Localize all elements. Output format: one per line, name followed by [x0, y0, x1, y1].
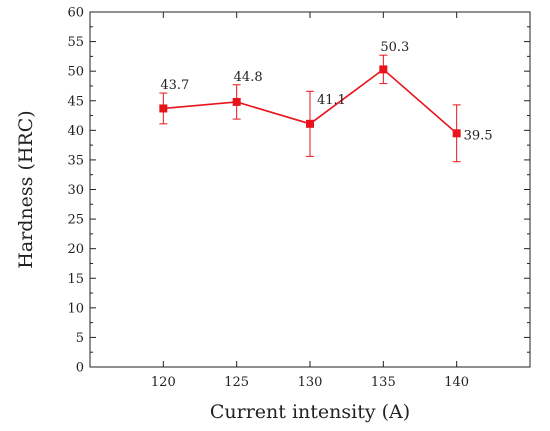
- y-axis-title: Hardness (HRC): [15, 110, 37, 268]
- series-layer: 43.7 44.8 41.1 50.3 39.5: [159, 40, 493, 163]
- data-label: 43.7: [160, 78, 189, 93]
- x-tick-label: 120: [151, 375, 176, 390]
- x-tick-label: 135: [371, 375, 396, 390]
- y-tick-label: 0: [76, 361, 84, 376]
- y-tick-label: 35: [67, 153, 84, 168]
- y-tick-label: 30: [67, 183, 84, 198]
- data-label: 41.1: [317, 93, 346, 108]
- data-point: [159, 104, 168, 113]
- data-point: [306, 119, 314, 128]
- y-tick-label: 45: [67, 94, 84, 109]
- data-label: 44.8: [234, 70, 263, 85]
- y-tick-label: 25: [67, 213, 84, 228]
- y-axis-ticks: 0 5 10 15 20 25 30 35 40 45 50 55 60: [67, 6, 530, 376]
- y-tick-label: 20: [67, 242, 84, 257]
- x-axis-ticks: 120 125 130 135 140: [151, 12, 469, 390]
- y-tick-label: 5: [76, 331, 84, 346]
- data-point: [452, 129, 461, 138]
- x-axis-title: Current intensity (A): [210, 401, 410, 423]
- x-tick-label: 140: [444, 375, 469, 390]
- y-tick-label: 10: [67, 301, 84, 316]
- data-point: [379, 65, 388, 74]
- y-tick-label: 55: [67, 35, 84, 50]
- data-label: 39.5: [464, 128, 493, 143]
- y-tick-label: 50: [67, 65, 84, 80]
- data-point: [232, 97, 241, 106]
- plot-frame: [89, 11, 531, 368]
- y-tick-label: 15: [67, 272, 84, 287]
- data-label: 50.3: [380, 40, 409, 55]
- x-tick-label: 130: [298, 375, 323, 390]
- y-tick-label: 40: [67, 124, 84, 139]
- y-tick-label: 60: [67, 6, 84, 21]
- x-tick-label: 125: [224, 375, 249, 390]
